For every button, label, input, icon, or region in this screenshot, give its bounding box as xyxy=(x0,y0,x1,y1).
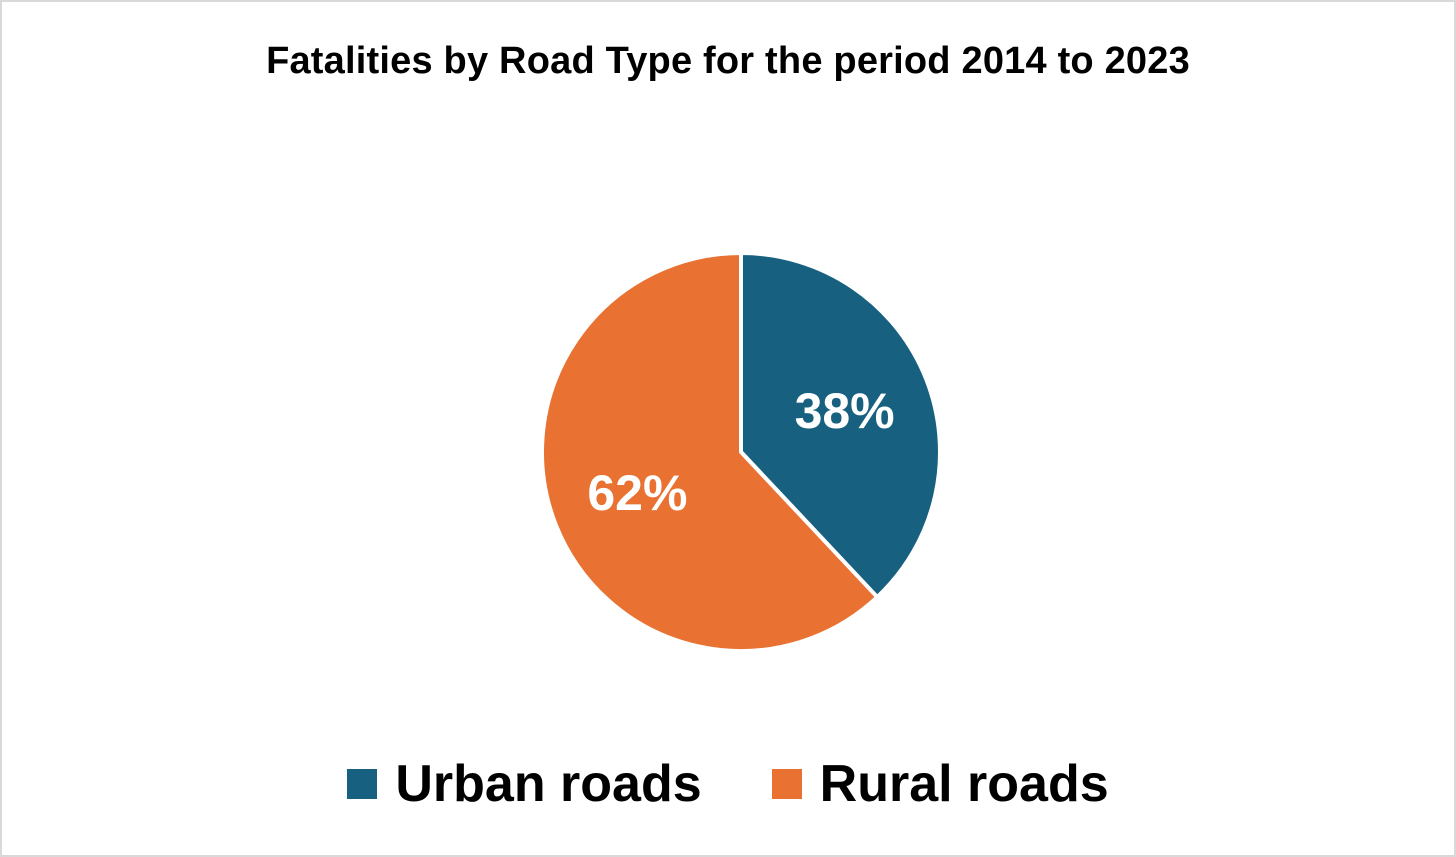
legend-item-urban-roads: Urban roads xyxy=(347,754,702,814)
pie-slices xyxy=(540,251,942,653)
data-label-urban-roads: 38% xyxy=(795,383,895,439)
legend-label-urban-roads: Urban roads xyxy=(395,755,702,813)
legend-item-rural-roads: Rural roads xyxy=(771,754,1109,814)
legend-swatch-urban-roads xyxy=(347,769,378,799)
pie-labels: 38% 62% xyxy=(587,383,894,521)
legend: Urban roads Rural roads xyxy=(2,754,1454,814)
pie-slice-urban-roads xyxy=(739,251,942,600)
legend-swatch-rural-roads xyxy=(771,769,802,799)
legend-label-rural-roads: Rural roads xyxy=(819,755,1109,813)
data-label-rural-roads: 62% xyxy=(587,465,687,521)
pie-slice-rural-roads xyxy=(540,251,880,653)
chart-title: Fatalities by Road Type for the period 2… xyxy=(266,40,1190,82)
